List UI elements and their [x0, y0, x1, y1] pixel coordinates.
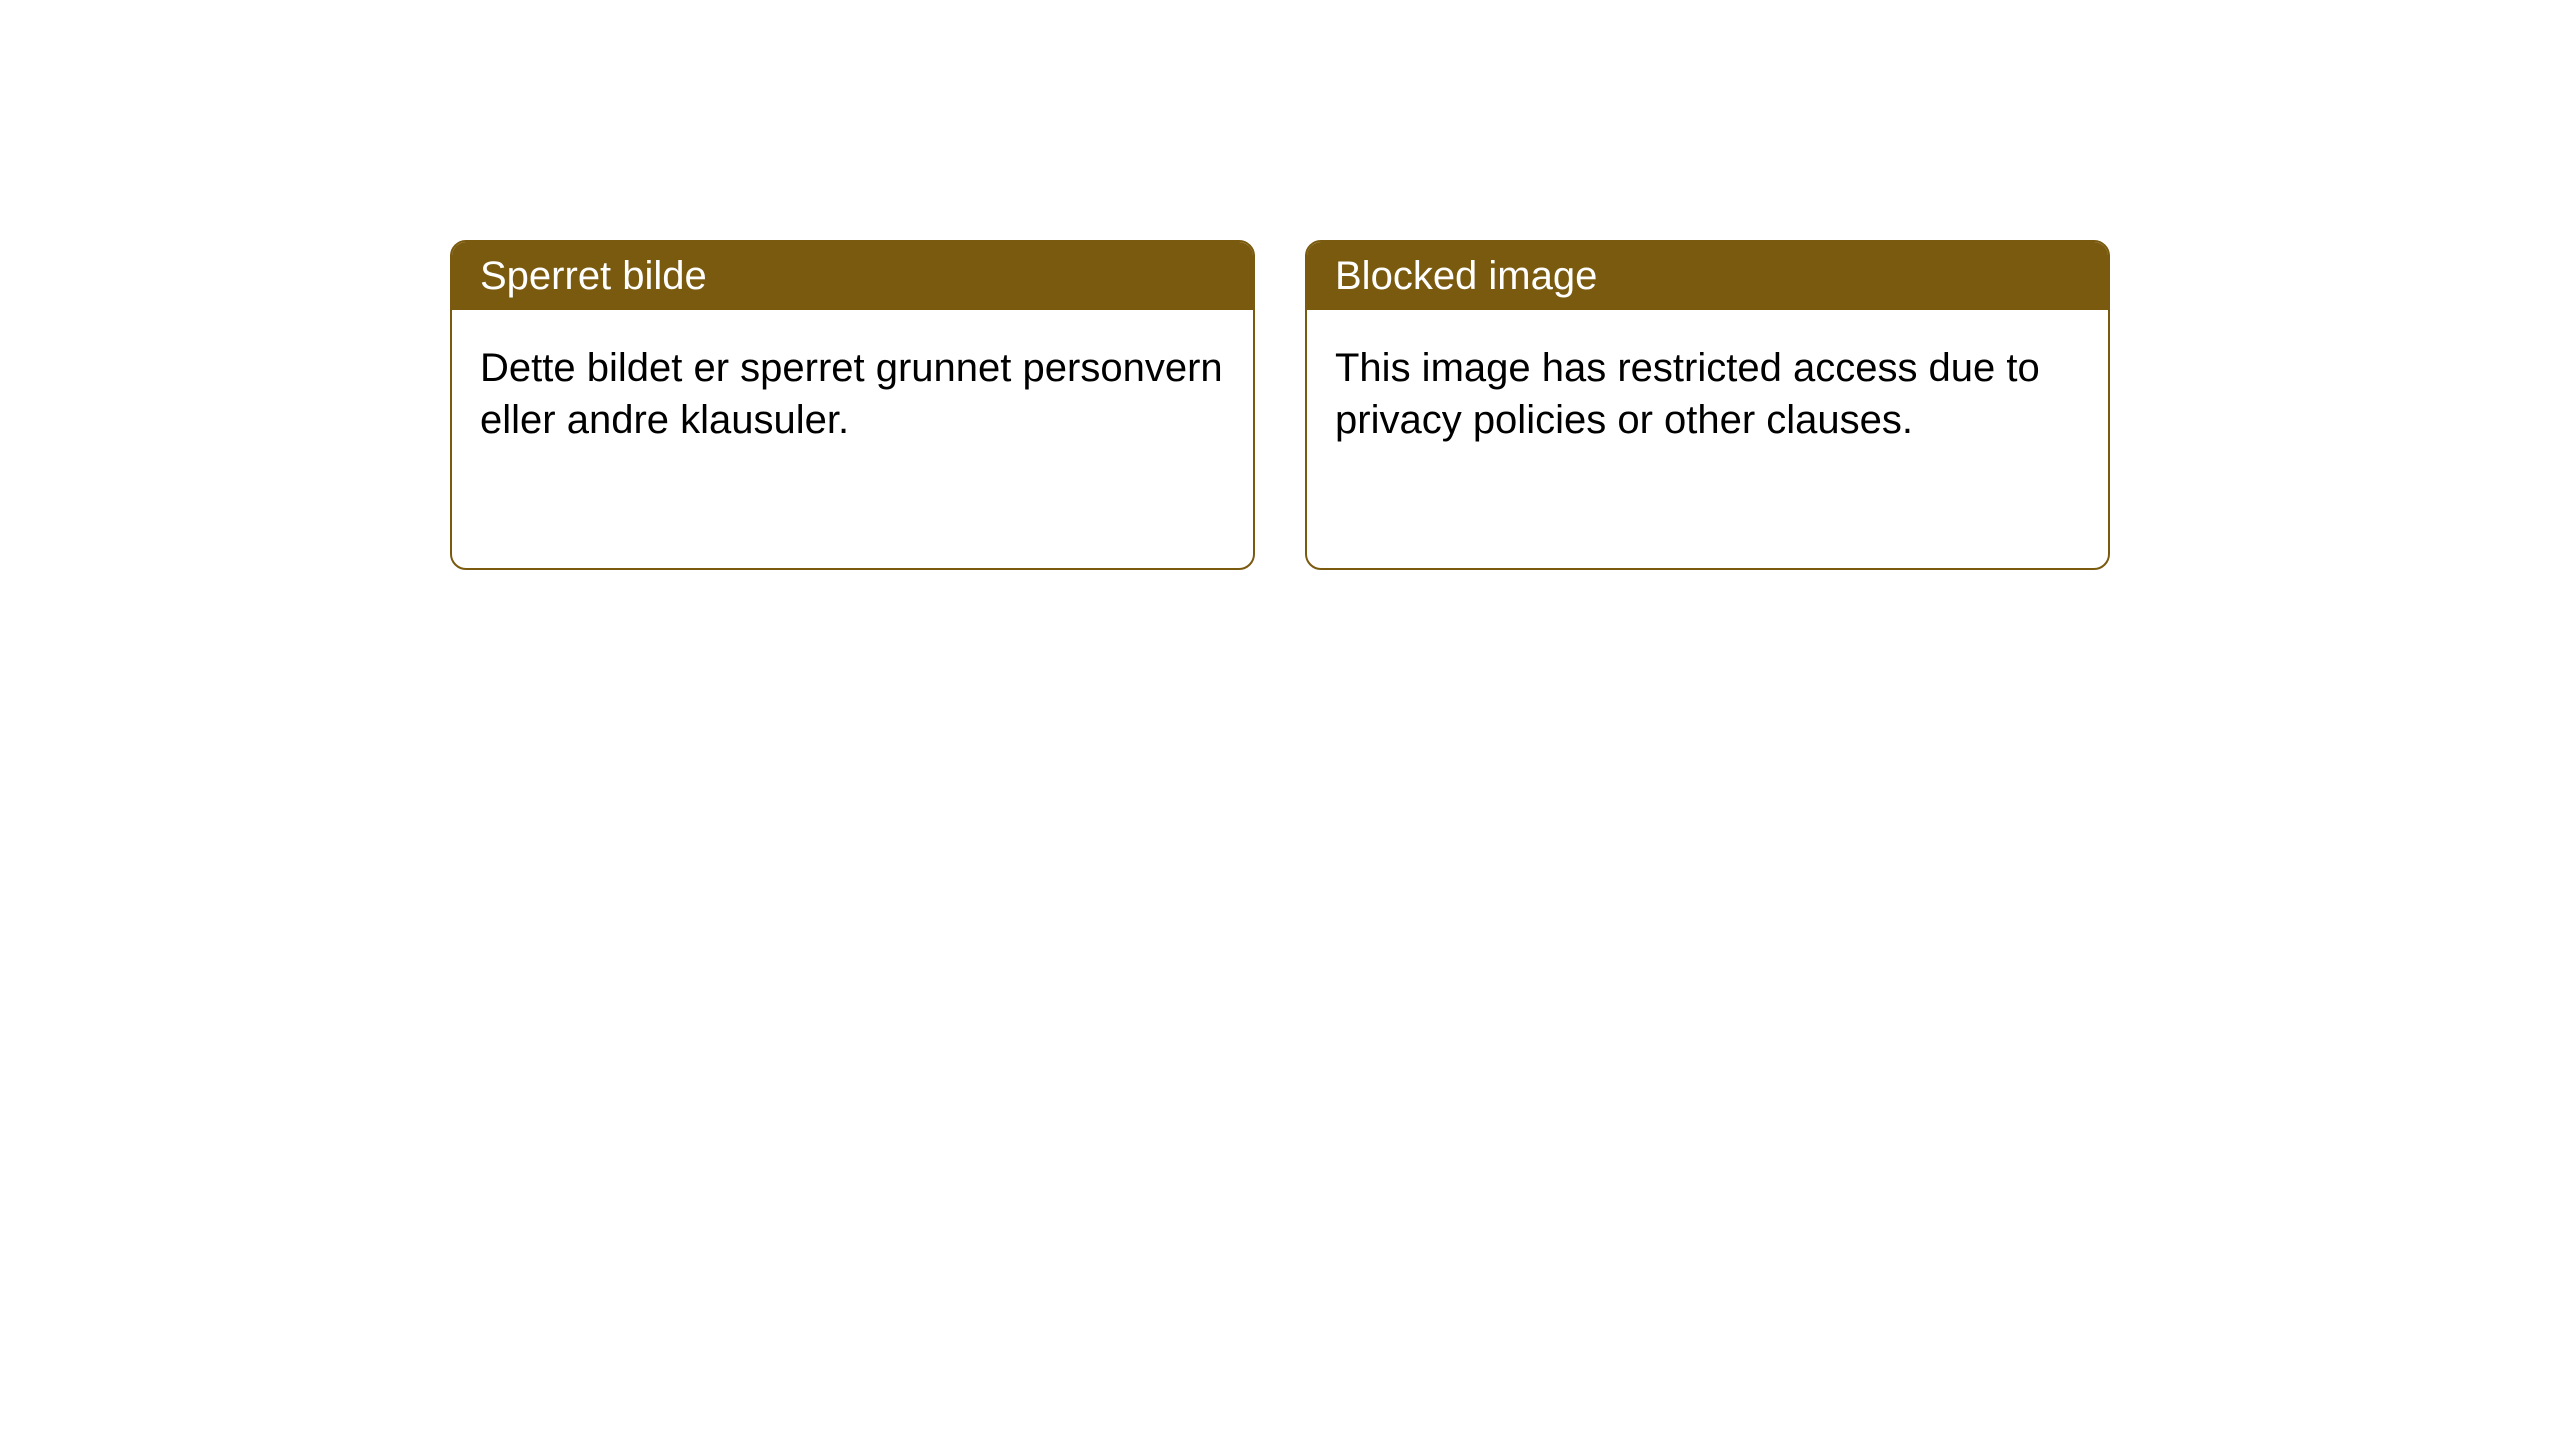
notice-body: This image has restricted access due to …	[1307, 310, 2108, 478]
notice-container: Sperret bilde Dette bildet er sperret gr…	[0, 0, 2560, 570]
notice-title: Blocked image	[1335, 254, 1597, 298]
notice-card-norwegian: Sperret bilde Dette bildet er sperret gr…	[450, 240, 1255, 570]
notice-message: Dette bildet er sperret grunnet personve…	[480, 346, 1223, 442]
notice-header: Blocked image	[1307, 242, 2108, 310]
notice-body: Dette bildet er sperret grunnet personve…	[452, 310, 1253, 478]
notice-message: This image has restricted access due to …	[1335, 346, 2040, 442]
notice-card-english: Blocked image This image has restricted …	[1305, 240, 2110, 570]
notice-header: Sperret bilde	[452, 242, 1253, 310]
notice-title: Sperret bilde	[480, 254, 707, 298]
